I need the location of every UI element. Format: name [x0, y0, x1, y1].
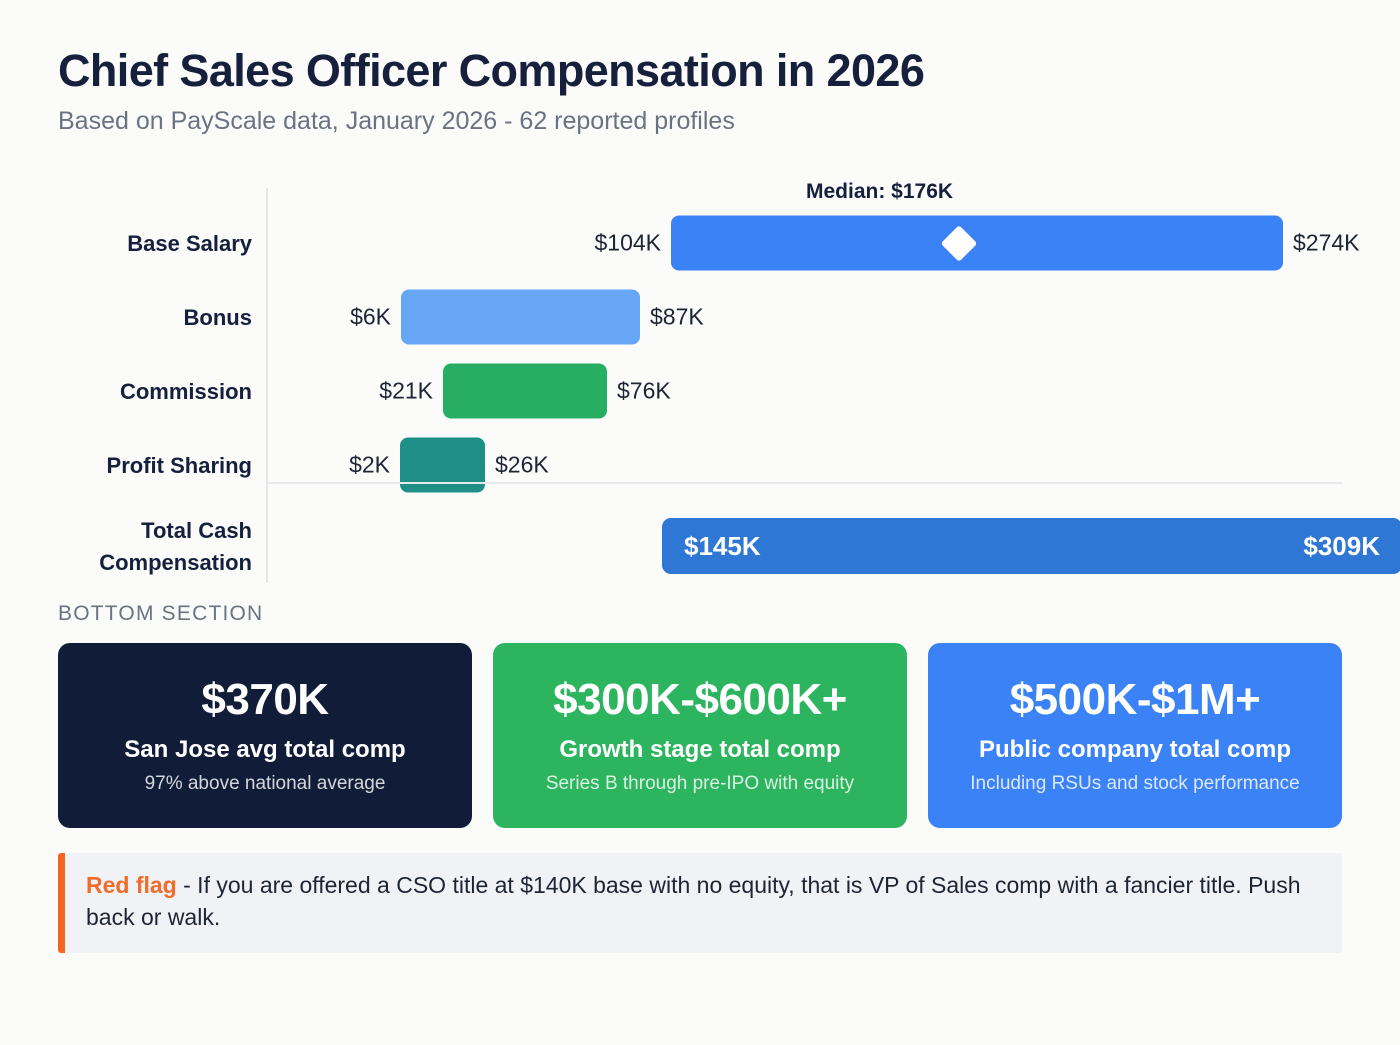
- stat-card-value: $300K-$600K+: [553, 674, 847, 724]
- stat-card-public-company: $500K-$1M+ Public company total comp Inc…: [928, 643, 1342, 829]
- range-bar-total-cash-compensation: $145K $309K: [662, 518, 1400, 575]
- stat-card-label: Growth stage total comp: [559, 735, 841, 763]
- stat-card-label: San Jose avg total comp: [124, 735, 406, 763]
- stat-card-group: $370K San Jose avg total comp 97% above …: [58, 643, 1342, 829]
- bar-area-base-salary: $104K $274K: [268, 212, 1360, 274]
- chart-row-commission: Commission $21K $76K: [58, 360, 1342, 422]
- chart-row-profit-sharing: Profit Sharing $2K $26K: [58, 434, 1342, 496]
- median-annotation-label: Median: $176K: [806, 180, 954, 204]
- stat-card-san-jose: $370K San Jose avg total comp 97% above …: [58, 643, 472, 829]
- chart-row-base-salary: Base Salary $104K $274K: [58, 212, 1360, 274]
- chart-axis-line: [266, 188, 268, 584]
- row-label-total-line2: Compensation: [99, 549, 252, 575]
- row-label-profit-sharing: Profit Sharing: [106, 452, 252, 478]
- range-bar-base-salary: [671, 215, 1283, 271]
- page-subtitle: Based on PayScale data, January 2026 - 6…: [58, 107, 735, 136]
- low-value-profit-sharing: $2K: [349, 451, 390, 478]
- row-label-commission: Commission: [119, 378, 252, 404]
- red-flag-prefix: Red flag: [86, 872, 177, 899]
- stat-card-note: Including RSUs and stock performance: [970, 773, 1300, 795]
- high-value-commission: $76K: [617, 377, 671, 404]
- row-label-total-cash-compensation: Total Cash Compensation: [58, 515, 252, 577]
- high-value-total: $309K: [1303, 530, 1380, 561]
- high-value-bonus: $87K: [650, 303, 704, 330]
- bar-area-total: $145K $309K: [268, 496, 1400, 596]
- median-diamond-icon: [940, 225, 978, 262]
- stat-card-growth-stage: $300K-$600K+ Growth stage total comp Ser…: [493, 643, 907, 829]
- bottom-section-label: BOTTOM SECTION: [58, 602, 264, 626]
- bar-area-commission: $21K $76K: [268, 360, 1342, 422]
- low-value-base-salary: $104K: [594, 229, 661, 256]
- row-label-base-salary: Base Salary: [127, 230, 252, 256]
- high-value-base-salary: $274K: [1293, 229, 1360, 256]
- red-flag-text: - If you are offered a CSO title at $140…: [86, 872, 1301, 931]
- stat-card-value: $500K-$1M+: [1009, 674, 1261, 724]
- stat-card-value: $370K: [201, 674, 329, 724]
- red-flag-callout: Red flag - If you are offered a CSO titl…: [58, 853, 1342, 953]
- high-value-profit-sharing: $26K: [495, 451, 549, 478]
- range-bar-commission: [443, 363, 607, 419]
- low-value-commission: $21K: [379, 377, 433, 404]
- range-bar-bonus: [401, 289, 640, 345]
- bar-area-bonus: $6K $87K: [268, 286, 1342, 348]
- chart-row-total-cash-compensation: Total Cash Compensation $145K $309K: [58, 496, 1400, 596]
- page-title: Chief Sales Officer Compensation in 2026: [58, 45, 925, 96]
- range-bar-profit-sharing: [400, 437, 485, 493]
- row-label-bonus: Bonus: [183, 304, 252, 330]
- stat-card-note: Series B through pre-IPO with equity: [545, 773, 855, 795]
- low-value-bonus: $6K: [350, 303, 391, 330]
- stat-card-note: 97% above national average: [144, 773, 386, 795]
- stat-card-label: Public company total comp: [978, 735, 1292, 763]
- low-value-total: $145K: [684, 530, 761, 561]
- bar-area-profit-sharing: $2K $26K: [268, 434, 1342, 496]
- chart-total-divider: [268, 482, 1342, 485]
- row-label-total-line1: Total Cash: [141, 518, 252, 544]
- chart-row-bonus: Bonus $6K $87K: [58, 286, 1342, 348]
- compensation-range-chart: Median: $176K Base Salary $104K $274K Bo…: [58, 180, 1400, 600]
